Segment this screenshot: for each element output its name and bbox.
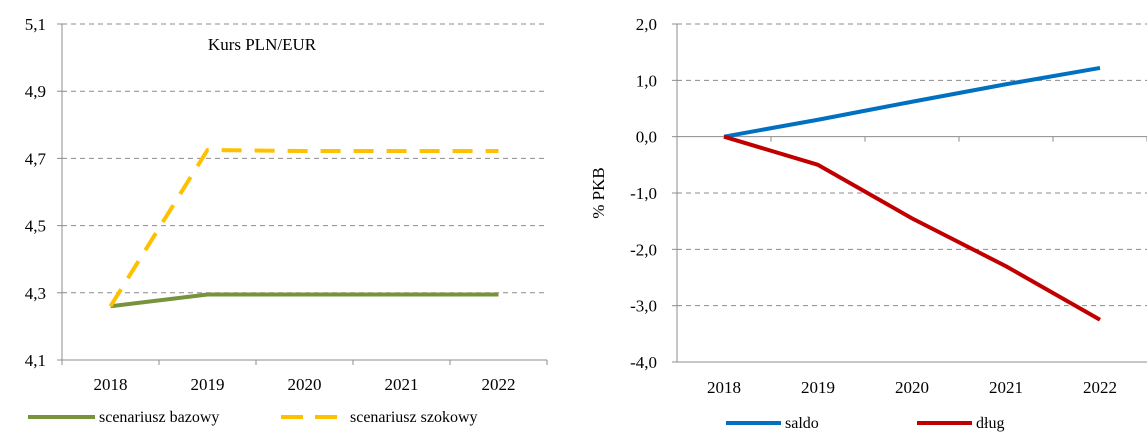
x-tick-label: 2022	[482, 375, 516, 394]
x-tick-label: 2022	[1083, 378, 1117, 397]
legend-label: saldo	[785, 415, 819, 432]
y-tick-label: 4,3	[25, 284, 46, 303]
y-tick-label: -3,0	[630, 297, 657, 316]
legend-label: dług	[976, 415, 1004, 432]
x-tick-label: 2021	[989, 378, 1023, 397]
x-tick-label: 2021	[385, 375, 419, 394]
x-tick-label: 2018	[94, 375, 128, 394]
y-tick-label: 1,0	[636, 71, 657, 90]
series-line-debt	[723, 134, 1101, 322]
legend-label: scenariusz bazowy	[99, 409, 219, 426]
y-tick-label: 4,9	[25, 82, 46, 101]
x-tick-label: 2019	[191, 375, 225, 394]
y-tick-label: 4,1	[25, 351, 46, 370]
x-tick-label: 2020	[288, 375, 322, 394]
y-tick-label: -1,0	[630, 184, 657, 203]
series-line-shock	[108, 148, 499, 308]
y-tick-label: 4,7	[25, 149, 47, 168]
y-tick-label: 2,0	[636, 15, 657, 34]
y-tick-label: 4,5	[25, 217, 46, 236]
series-line-saldo	[723, 65, 1101, 139]
series-line-base	[110, 292, 499, 309]
chart-gdp-share: -4,0 -3,0 -2,0 -1,0 0,0 1,0 2,0 2018 2019 2020 202…	[589, 15, 1147, 432]
legend-label: scenariusz szokowy	[350, 409, 478, 426]
y-axis-title: % PKB	[589, 167, 608, 218]
y-tick-label: 5,1	[25, 15, 46, 34]
y-tick-label: -4,0	[630, 353, 657, 372]
chart-exchange-rate: 4,1 4,3 4,5 4,7 4,9 5,1 2018 2019 2020 2021 2022 Ku…	[25, 15, 548, 426]
x-tick-label: 2018	[707, 378, 741, 397]
x-tick-label: 2019	[801, 378, 835, 397]
y-tick-label: 0,0	[636, 128, 657, 147]
y-tick-label: -2,0	[630, 240, 657, 259]
chart-title: Kurs PLN/EUR	[208, 35, 317, 54]
x-tick-label: 2020	[895, 378, 929, 397]
